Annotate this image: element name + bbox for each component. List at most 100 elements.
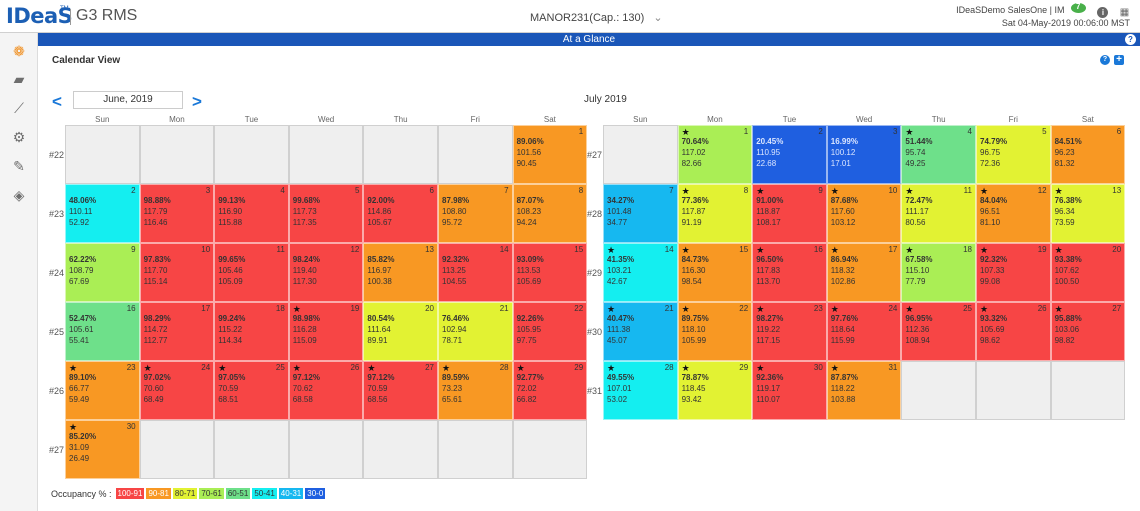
day-cell[interactable]: 22 ★ 89.75% 118.10 105.99: [677, 302, 753, 361]
day-cell[interactable]: 20 80.54% 111.64 89.91: [363, 302, 438, 361]
prev-month-button[interactable]: <: [52, 92, 62, 111]
day-cell[interactable]: 30 ★ 92.36% 119.17 110.07: [752, 361, 827, 420]
day-cell[interactable]: 9 62.22% 108.79 67.69: [65, 243, 140, 302]
metric-value: 114.34: [218, 336, 243, 345]
day-cell[interactable]: 23 ★ 89.10% 66.77 59.49: [65, 361, 140, 420]
day-cell[interactable]: 18 ★ 67.58% 115.10 77.79: [901, 243, 976, 302]
day-cell[interactable]: 31 ★ 87.87% 118.22 103.88: [826, 361, 902, 420]
ideas-logo[interactable]: IDeaS: [6, 4, 73, 28]
day-cell[interactable]: 7 87.98% 108.80 95.72: [438, 184, 513, 243]
legend-item: 40-31: [278, 488, 304, 500]
day-cell[interactable]: 1 ★ 70.64% 117.02 82.66: [677, 125, 753, 184]
day-cell[interactable]: 4 99.13% 116.90 115.88: [214, 184, 289, 243]
day-cell[interactable]: 11 ★ 72.47% 111.17 80.56: [901, 184, 976, 243]
day-cell[interactable]: 26 ★ 93.32% 105.69 98.62: [976, 302, 1051, 361]
day-cell[interactable]: 20 ★ 93.38% 107.62 100.50: [1050, 243, 1126, 302]
weekday-header: Sun: [633, 115, 648, 124]
panel-add-icon[interactable]: +: [1114, 55, 1124, 65]
day-cell[interactable]: 4 ★ 51.44% 95.74 49.25: [901, 125, 976, 184]
day-cell[interactable]: 5 99.68% 117.73 117.35: [288, 184, 364, 243]
day-cell[interactable]: 17 ★ 86.94% 118.32 102.86: [826, 243, 902, 302]
month-picker-input[interactable]: June, 2019: [73, 91, 183, 109]
day-cell[interactable]: 19 ★ 92.32% 107.33 99.08: [976, 243, 1051, 302]
day-cell[interactable]: 9 ★ 91.00% 118.87 108.17: [752, 184, 827, 243]
day-cell[interactable]: 24 ★ 97.76% 118.64 115.99: [826, 302, 902, 361]
metric-value: 105.61: [69, 325, 94, 334]
day-cell[interactable]: 19 ★ 98.98% 116.28 115.09: [288, 302, 364, 361]
day-cell[interactable]: 17 98.29% 114.72 112.77: [139, 302, 215, 361]
day-cell[interactable]: 23 ★ 98.27% 119.22 117.15: [752, 302, 827, 361]
day-cell[interactable]: 15 93.09% 113.53 105.69: [512, 243, 588, 302]
day-cell[interactable]: 13 ★ 76.38% 96.34 73.59: [1050, 184, 1126, 243]
metric-value: 97.75: [516, 336, 537, 345]
occupancy-value: 62.22%: [69, 255, 97, 264]
day-cell[interactable]: 13 85.82% 116.97 100.38: [363, 243, 438, 302]
directions-icon[interactable]: ◈: [13, 187, 25, 203]
folder-icon[interactable]: ▰: [13, 71, 25, 87]
day-cell[interactable]: 25 ★ 96.95% 112.36 108.94: [901, 302, 976, 361]
metric-value: 104.55: [442, 277, 467, 286]
day-cell[interactable]: 29 ★ 92.77% 72.02 66.82: [512, 361, 588, 420]
metric-value: 108.94: [905, 336, 930, 345]
day-cell[interactable]: 11 99.65% 105.46 105.09: [214, 243, 289, 302]
info-icon[interactable]: i: [1097, 7, 1109, 18]
day-cell[interactable]: 22 92.26% 105.95 97.75: [512, 302, 588, 361]
day-cell[interactable]: 8 ★ 77.36% 117.87 91.19: [677, 184, 753, 243]
empty-day-cell: [438, 125, 513, 184]
chart-icon[interactable]: ⟋: [14, 100, 24, 116]
empty-day-cell: [438, 420, 513, 479]
occupancy-value: 74.79%: [980, 137, 1008, 146]
day-cell[interactable]: 16 52.47% 105.61 55.41: [65, 302, 140, 361]
day-cell[interactable]: 16 ★ 96.50% 117.83 113.70: [752, 243, 827, 302]
metric-value: 107.01: [607, 384, 632, 393]
day-number: 23: [126, 363, 136, 372]
user-menu[interactable]: IDeaSDemo SalesOne | IM: [956, 5, 1065, 15]
occupancy-value: 96.95%: [905, 314, 933, 323]
metric-value: 96.34: [1054, 207, 1075, 216]
day-cell[interactable]: 29 ★ 78.87% 118.45 93.42: [677, 361, 753, 420]
apps-grid-icon[interactable]: ▦: [1119, 7, 1130, 18]
day-cell[interactable]: 28 ★ 89.59% 73.23 65.61: [438, 361, 513, 420]
day-cell[interactable]: 12 98.24% 119.40 117.30: [288, 243, 364, 302]
day-cell[interactable]: 30 ★ 85.20% 31.09 26.49: [65, 420, 140, 479]
property-selector[interactable]: MANOR231(Cap.: 130) ⌄: [530, 11, 663, 24]
day-cell[interactable]: 10 97.83% 117.70 115.14: [139, 243, 215, 302]
wrench-icon[interactable]: ✎: [13, 158, 25, 174]
day-cell[interactable]: 2 20.45% 110.95 22.68: [752, 125, 827, 184]
at-a-glance-icon[interactable]: ❁: [13, 43, 25, 59]
day-cell[interactable]: 10 ★ 87.68% 117.60 103.12: [826, 184, 902, 243]
day-number: 30: [126, 422, 136, 431]
day-cell[interactable]: 27 ★ 95.88% 103.06 98.82: [1050, 302, 1126, 361]
next-month-button[interactable]: >: [192, 92, 202, 111]
chat-notification-icon[interactable]: 7: [1069, 2, 1087, 14]
day-cell[interactable]: 3 98.88% 117.79 116.46: [139, 184, 215, 243]
day-cell[interactable]: 21 ★ 40.47% 111.38 45.07: [603, 302, 678, 361]
occupancy-value: 20.45%: [756, 137, 784, 146]
day-cell[interactable]: 1 89.06% 101.56 90.45: [512, 125, 588, 184]
day-cell[interactable]: 24 ★ 97.02% 70.60 68.49: [139, 361, 215, 420]
day-cell[interactable]: 6 92.00% 114.86 105.67: [363, 184, 438, 243]
panel-help-icon[interactable]: ?: [1100, 55, 1110, 65]
metric-value: 119.17: [756, 384, 781, 393]
day-cell[interactable]: 5 74.79% 96.75 72.36: [976, 125, 1051, 184]
day-cell[interactable]: 14 92.32% 113.25 104.55: [438, 243, 513, 302]
day-cell[interactable]: 3 16.99% 100.12 17.01: [826, 125, 902, 184]
day-cell[interactable]: 28 ★ 49.55% 107.01 53.02: [603, 361, 678, 420]
user-box: IDeaSDemo SalesOne | IM 7 i ▦ Sat 04-May…: [956, 2, 1130, 28]
day-cell[interactable]: 21 76.46% 102.94 78.71: [438, 302, 513, 361]
metric-value: 66.77: [69, 384, 90, 393]
day-cell[interactable]: 26 ★ 97.12% 70.62 68.58: [288, 361, 364, 420]
help-icon[interactable]: ?: [1125, 34, 1136, 45]
day-cell[interactable]: 18 99.24% 115.22 114.34: [214, 302, 289, 361]
metric-value: 118.32: [830, 266, 855, 275]
day-cell[interactable]: 2 48.06% 110.11 52.92: [65, 184, 140, 243]
day-cell[interactable]: 7 34.27% 101.48 34.77: [603, 184, 678, 243]
day-cell[interactable]: 15 ★ 84.73% 116.30 98.54: [677, 243, 753, 302]
day-cell[interactable]: 6 84.51% 96.23 81.32: [1050, 125, 1126, 184]
day-cell[interactable]: 14 ★ 41.35% 103.21 42.67: [603, 243, 678, 302]
day-cell[interactable]: 12 ★ 84.04% 96.51 81.10: [976, 184, 1051, 243]
day-cell[interactable]: 8 87.07% 108.23 94.24: [512, 184, 588, 243]
settings-icon[interactable]: ⚙: [12, 129, 26, 145]
day-cell[interactable]: 25 ★ 97.05% 70.59 68.51: [214, 361, 289, 420]
day-cell[interactable]: 27 ★ 97.12% 70.59 68.56: [363, 361, 438, 420]
